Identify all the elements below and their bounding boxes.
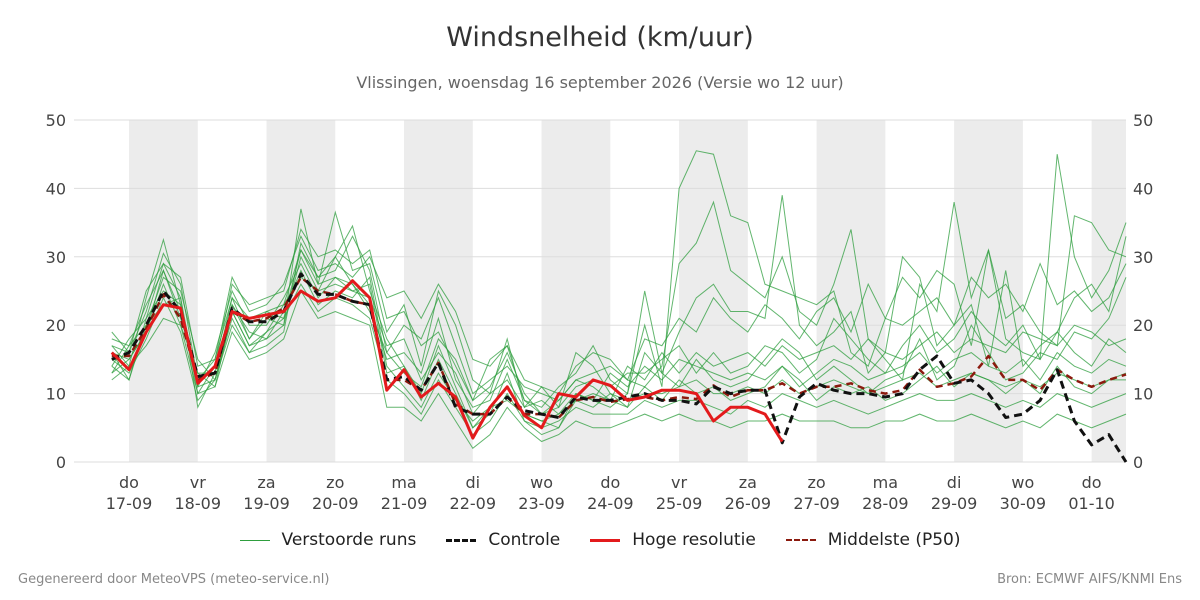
x-tick-day: do [600,473,620,492]
weekend-band [816,120,886,462]
y-tick-label-left: 20 [46,316,66,335]
ensemble-run-line [111,248,1126,429]
x-tick-date: 23-09 [518,494,565,513]
x-tick-day: za [739,473,757,492]
weekend-band [679,120,748,462]
x-tick-day: vr [190,473,206,492]
chart-title: Windsnelheid (km/uur) [446,22,754,53]
chart-subtitle: Vlissingen, woensdag 16 september 2026 (… [356,73,844,92]
x-tick-day: za [257,473,275,492]
weekend-band [954,120,1023,462]
x-tick-day: zo [807,473,825,492]
y-tick-label-right: 20 [1133,316,1153,335]
ensemble-run-line [111,235,1127,395]
x-tick-date: 01-10 [1068,494,1115,513]
x-tick-day: di [947,473,962,492]
x-tick-date: 20-09 [312,494,359,513]
legend-swatch-median [785,539,816,541]
x-axis: do 17-09 vr 18-09 za 19-09 zo 20-09 ma 21-09 di 22-… [106,473,1115,513]
legend-item-high-res[interactable]: Hoge resolutie [590,530,756,550]
x-tick-date: 25-09 [656,494,703,513]
y-tick-label-left: 30 [46,248,66,267]
x-tick-day: do [1082,473,1102,492]
ensemble-run-line [111,283,1127,436]
x-tick-day: do [119,473,139,492]
x-tick-date: 18-09 [175,494,222,513]
weekend-band [541,120,611,462]
x-tick-day: ma [873,473,898,492]
footer-generated-by: Gegenereerd door MeteoVPS (meteo-service… [18,572,330,587]
y-tick-label-left: 0 [56,453,66,472]
gridlines [74,119,1126,463]
ensemble-run-line [111,154,1127,401]
x-tick-day: wo [530,473,553,492]
x-tick-date: 19-09 [243,494,290,513]
series-line-control [111,272,1128,463]
y-tick-label-right: 10 [1133,385,1153,404]
x-tick-day: wo [1011,473,1034,492]
ensemble-run-line [111,269,1127,422]
ensemble-run-line [111,224,1127,436]
x-tick-date: 28-09 [862,494,909,513]
legend-swatch-control [446,538,477,542]
x-tick-day: vr [671,473,687,492]
footer-source: Bron: ECMWF AIFS/KNMI Ens [997,572,1182,587]
legend-item-ensemble[interactable]: Verstoorde runs [239,530,417,550]
legend-label-median: Middelste (P50) [827,530,961,550]
legend: Verstoorde runs Controle Hoge resolutie … [0,530,1200,550]
x-tick-date: 27-09 [793,494,840,513]
x-tick-date: 30-09 [1000,494,1047,513]
series-line-high-res [110,279,784,443]
y-tick-label-right: 0 [1133,453,1143,472]
y-axis-left: 0 10 20 30 40 50 [46,111,66,472]
legend-item-control[interactable]: Controle [446,530,560,550]
x-tick-day: di [465,473,480,492]
y-tick-label-right: 50 [1133,111,1153,130]
main-series-lines [110,272,1128,463]
legend-swatch-ensemble [239,539,270,541]
y-tick-label-left: 40 [46,179,66,198]
legend-item-median[interactable]: Middelste (P50) [785,530,961,550]
x-tick-day: ma [391,473,416,492]
y-tick-label-right: 30 [1133,248,1153,267]
ensemble-run-line [111,150,1127,408]
legend-label-control: Controle [488,530,561,550]
x-tick-day: zo [326,473,344,492]
series-line-median [111,276,1127,419]
legend-label-ensemble: Verstoorde runs [281,530,417,550]
x-tick-date: 29-09 [931,494,978,513]
legend-label-high-res: Hoge resolutie [632,530,756,550]
x-tick-date: 22-09 [450,494,497,513]
y-tick-label-right: 40 [1133,179,1153,198]
legend-swatch-high-res [590,538,621,542]
ensemble-run-line [111,255,1127,416]
ensemble-run-line [111,289,1127,450]
weekend-band [1091,120,1126,462]
x-tick-date: 17-09 [106,494,153,513]
y-tick-label-left: 10 [46,385,66,404]
y-tick-label-left: 50 [46,111,66,130]
x-tick-date: 26-09 [725,494,772,513]
x-tick-date: 21-09 [381,494,428,513]
x-tick-date: 24-09 [587,494,634,513]
y-axis-right: 0 10 20 30 40 50 [1133,111,1153,472]
